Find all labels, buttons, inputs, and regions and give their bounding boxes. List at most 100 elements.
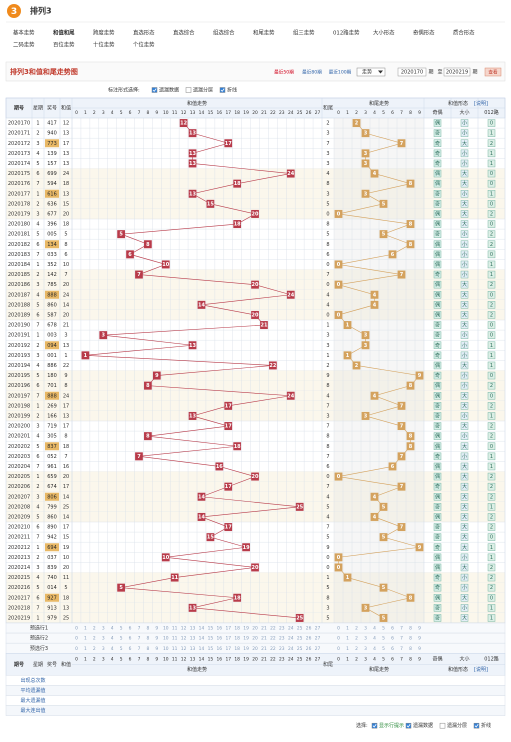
nav-tab[interactable]: 百位走势 (53, 41, 75, 49)
sum-hit-label: 19 (243, 545, 250, 551)
form-cell: 偶 (435, 382, 440, 389)
sum-cell: 7 (64, 454, 67, 460)
tail-hit-label: 7 (400, 525, 404, 531)
number-cell: 014 (47, 585, 57, 591)
nav-tab[interactable]: 直选形态 (133, 29, 155, 37)
form-box (487, 341, 496, 349)
sum-cell: 13 (63, 131, 69, 137)
form-cell: 小 (462, 190, 467, 197)
sum-hit-label: 7 (137, 272, 141, 278)
week-cell: 3 (36, 353, 39, 359)
week-cell: 6 (36, 312, 39, 318)
form-cell: 小 (462, 160, 467, 167)
to-input (443, 67, 471, 77)
check-mark (152, 88, 157, 92)
sum-hit-label: 20 (252, 312, 259, 318)
nav-tab[interactable]: 012路走势 (333, 29, 360, 37)
form-box (487, 311, 496, 319)
tail-hit (388, 462, 397, 471)
sum-cell: 8 (64, 383, 67, 389)
form-cell: 大 (462, 281, 467, 288)
sum-column-label: 17 (225, 110, 231, 116)
tail-hit-label: 7 (400, 424, 404, 430)
nav-tab[interactable]: 质合形态 (453, 29, 475, 37)
number-cell: 942 (47, 535, 57, 541)
nav-tab[interactable]: 跨度走势 (93, 29, 115, 37)
sum-column-label: 10 (163, 657, 169, 663)
tail-hit-label: 0 (337, 211, 341, 217)
sum-cell: 13 (63, 343, 69, 349)
sum-cell: 18 (63, 595, 69, 601)
period-link[interactable]: 最近80期 (302, 69, 322, 76)
sum-cell: 3 (64, 333, 67, 339)
form-cell: 偶 (435, 311, 440, 318)
sum-hit (224, 401, 233, 410)
sum-cell: 8 (64, 434, 67, 440)
preselect-cell: 7 (138, 636, 141, 642)
week-cell: 7 (36, 252, 39, 258)
sum-hit (233, 220, 242, 229)
nav-tab[interactable]: 基本走势 (13, 29, 35, 37)
row-band (6, 400, 505, 411)
nav-tab[interactable]: 奇偶形态 (413, 29, 435, 37)
form-box (460, 563, 469, 572)
form-cell: 0 (490, 393, 493, 399)
issue-cell: 2020191 (8, 333, 30, 339)
nav-tab[interactable]: 直选综合 (173, 29, 195, 37)
sum-column-label: 0 (75, 110, 78, 116)
nav-tab[interactable]: 二码走势 (13, 41, 35, 49)
nav-tab[interactable]: 十位走势 (93, 41, 115, 49)
preselect-cell: 27 (315, 626, 321, 632)
preselect-cell: 24 (288, 636, 294, 642)
issue-cell: 2020179 (8, 211, 30, 217)
number-cell: 305 (47, 434, 57, 440)
sum-hit (251, 209, 259, 218)
tail-cell: 0 (326, 565, 329, 571)
form-cell: 小 (462, 271, 467, 278)
period-link[interactable]: 最近100期 (329, 69, 352, 76)
preselect-cell: 4 (111, 636, 114, 642)
preselect-cell: 2 (355, 636, 358, 642)
header-form-note: [说明] (474, 666, 488, 673)
footer-option: 遗漏分层 (447, 722, 467, 729)
view-button[interactable] (484, 67, 502, 77)
number-cell: 139 (47, 151, 57, 157)
form-cell: 奇 (435, 140, 440, 147)
chart-title: 排列3和值和尾走势图 (10, 67, 78, 76)
sum-hit-label: 17 (225, 525, 232, 531)
nav-tab[interactable]: 组选综合 (213, 29, 235, 37)
week-cell: 2 (36, 131, 39, 137)
preselect-cell: 16 (217, 636, 223, 642)
sum-column-label: 1 (84, 657, 87, 663)
tail-cell: 8 (326, 181, 329, 187)
form-cell: 1 (490, 161, 493, 167)
sum-hit-label: 13 (189, 413, 196, 419)
tail-cell: 3 (326, 605, 329, 611)
tail-cell: 0 (326, 262, 329, 268)
nav-tab[interactable]: 大小形态 (373, 29, 395, 37)
nav-tab[interactable]: 组三走势 (293, 29, 315, 37)
week-cell: 3 (36, 211, 39, 217)
form-cell: 2 (490, 383, 493, 389)
sum-hit (233, 593, 242, 602)
sum-cell: 17 (63, 484, 69, 490)
sum-hit-label: 17 (225, 403, 232, 409)
preselect-cell: 8 (409, 626, 412, 632)
form-cell: 1 (490, 262, 493, 268)
nav-tab[interactable]: 和值和尾 (52, 29, 75, 37)
number-cell: 701 (47, 383, 57, 389)
nav-tab[interactable]: 个位走势 (133, 41, 155, 49)
header-issue: 期号 (13, 105, 24, 112)
issue-cell: 2020174 (8, 161, 30, 167)
sum-hit-label: 17 (225, 141, 232, 147)
form-box (460, 402, 469, 410)
form-box (487, 422, 496, 430)
sum-cell: 21 (63, 323, 69, 329)
period-link[interactable]: 最近50期 (274, 69, 294, 76)
issue-cell: 2020198 (8, 403, 30, 409)
nav-tab[interactable]: 和尾走势 (253, 29, 275, 37)
sum-cell: 17 (63, 525, 69, 531)
preselect-cell: 9 (155, 646, 158, 652)
preselect-cell: 2 (93, 646, 96, 652)
